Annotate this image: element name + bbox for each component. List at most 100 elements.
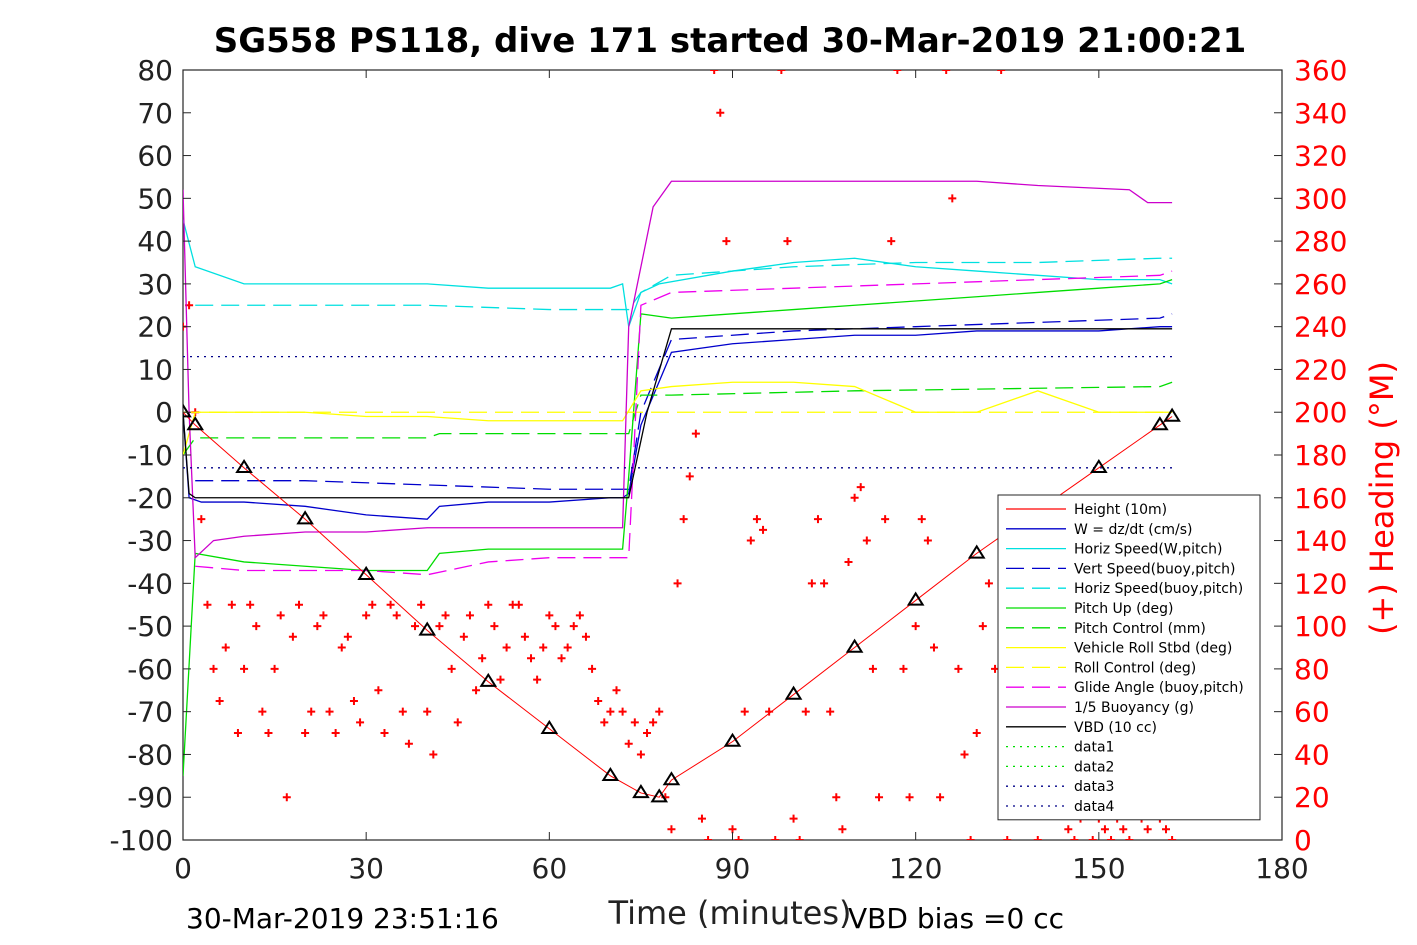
heading-point: [453, 718, 462, 727]
heading-point: [1161, 825, 1170, 834]
x-tick-label: 90: [715, 852, 751, 885]
depth-point: [632, 784, 650, 799]
y-tick-label: -20: [127, 482, 173, 515]
heading-point: [948, 194, 957, 203]
y-tick-label: 0: [155, 396, 173, 429]
heading-point: [465, 611, 474, 620]
x-tick-label: 180: [1255, 852, 1308, 885]
heading-point: [282, 793, 291, 802]
y-right-tick-label: 160: [1294, 482, 1347, 515]
y-right-tick-label: 320: [1294, 140, 1347, 173]
heading-point: [856, 483, 865, 492]
series-line-2: [183, 219, 1173, 327]
heading-point: [734, 836, 743, 840]
heading-point: [1100, 825, 1109, 834]
legend-entry: Horiz Speed(buoy,pitch): [1074, 581, 1243, 597]
heading-point: [441, 611, 450, 620]
depth-point: [479, 672, 498, 687]
heading-point: [777, 70, 786, 74]
heading-point: [380, 729, 389, 738]
heading-point: [801, 707, 810, 716]
heading-point: [978, 622, 987, 631]
heading-point: [319, 611, 328, 620]
heading-point: [356, 718, 365, 727]
heading-point: [728, 825, 737, 834]
heading-point: [1088, 836, 1097, 840]
x-tick-label: 120: [889, 852, 942, 885]
heading-point: [520, 632, 529, 641]
heading-point: [887, 237, 896, 246]
heading-point: [252, 622, 261, 631]
heading-point: [392, 611, 401, 620]
legend-entry: Vehicle Roll Stbd (deg): [1074, 641, 1232, 657]
heading-point: [258, 707, 267, 716]
heading-point: [588, 664, 597, 673]
y-right-tick-label: 260: [1294, 268, 1347, 301]
depth-point: [1163, 407, 1181, 422]
legend-entry: data3: [1074, 779, 1114, 795]
series-line-5: [183, 278, 1173, 776]
heading-point: [752, 515, 761, 524]
depth-point: [845, 638, 864, 653]
y-right-tick-label: 80: [1294, 653, 1330, 686]
heading-point: [612, 686, 621, 695]
footer-vbd-bias: VBD bias =0 cc: [848, 902, 1064, 935]
depth-point: [723, 732, 742, 747]
heading-point: [673, 579, 682, 588]
heading-point: [813, 515, 822, 524]
y-tick-label: 60: [137, 140, 173, 173]
x-tick-label: 30: [348, 852, 384, 885]
heading-point: [264, 729, 273, 738]
y-tick-label: 80: [137, 54, 173, 87]
heading-point: [557, 654, 566, 663]
y-right-tick-label: 180: [1294, 439, 1347, 472]
y-right-tick-label: 360: [1294, 54, 1347, 87]
heading-point: [1168, 836, 1177, 840]
heading-point: [215, 696, 224, 705]
y-tick-label: -90: [127, 781, 173, 814]
heading-point: [875, 793, 884, 802]
heading-point: [667, 825, 676, 834]
heading-point: [1119, 825, 1128, 834]
x-tick-label: 60: [532, 852, 568, 885]
heading-point: [710, 70, 719, 74]
depth-point: [662, 771, 681, 786]
heading-point: [838, 825, 847, 834]
x-tick-label: 0: [174, 852, 192, 885]
y-right-tick-label: 40: [1294, 738, 1330, 771]
y-right-tick-label: 200: [1294, 396, 1347, 429]
series-line-6: [183, 381, 1173, 456]
heading-point: [771, 836, 780, 840]
y-tick-label: -10: [127, 439, 173, 472]
y-right-tick-label: 280: [1294, 225, 1347, 258]
heading-point: [936, 793, 945, 802]
heading-point: [984, 579, 993, 588]
heading-point: [905, 793, 914, 802]
y-tick-label: 40: [137, 225, 173, 258]
heading-point: [325, 707, 334, 716]
y-right-tick-label: 120: [1294, 567, 1347, 600]
depth-point: [418, 621, 437, 636]
heading-point: [349, 696, 358, 705]
heading-point: [844, 557, 853, 566]
heading-point: [783, 237, 792, 246]
heading-point: [1064, 825, 1073, 834]
series-line-11: [183, 328, 1173, 499]
axis-ticks: 80706050403020100-10-20-30-40-50-60-70-8…: [109, 54, 1347, 885]
heading-point: [704, 836, 713, 840]
heading-point: [911, 622, 920, 631]
heading-point: [227, 600, 236, 609]
heading-point: [581, 632, 590, 641]
depth-point: [540, 719, 559, 734]
heading-point: [545, 611, 554, 620]
depth-point: [1090, 458, 1108, 474]
legend-entry: Roll Control (deg): [1074, 660, 1196, 676]
heading-point: [893, 70, 902, 74]
heading-point: [514, 600, 523, 609]
y-right-tick-label: 0: [1294, 824, 1312, 857]
heading-point: [203, 600, 212, 609]
heading-point: [331, 729, 340, 738]
y-tick-label: -80: [127, 738, 173, 771]
depth-point: [183, 403, 192, 418]
depth-point: [650, 788, 669, 803]
